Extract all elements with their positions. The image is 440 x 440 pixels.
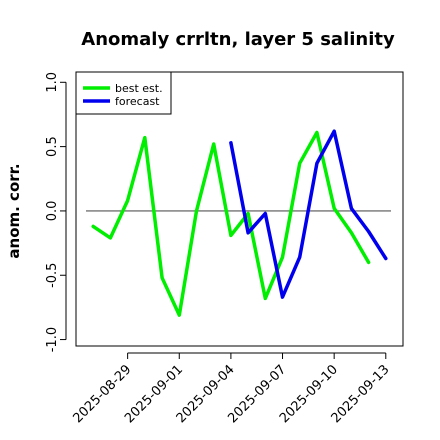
y-axis: -1.0 -0.5 0.0 0.5 1.0 xyxy=(45,72,67,352)
legend-box xyxy=(75,71,172,115)
series-line-best-est xyxy=(91,130,371,317)
legend-label-forecast: forecast xyxy=(115,95,160,108)
y-tick-label: 0.5 xyxy=(45,136,60,157)
y-axis-label: anom. corr. xyxy=(5,163,23,258)
legend: best est. forecast xyxy=(75,71,172,115)
x-axis: 2025-08-292025-09-012025-09-042025-09-07… xyxy=(70,352,393,426)
legend-label-best-est: best est. xyxy=(115,82,163,95)
chart-title: Anomaly crrltn, layer 5 salinity xyxy=(81,29,395,50)
y-tick-label: 1.0 xyxy=(45,72,60,93)
series-line-forecast xyxy=(229,129,388,299)
plot-frame xyxy=(75,71,404,347)
y-tick-label: -1.0 xyxy=(45,327,60,352)
y-tick-label: -0.5 xyxy=(45,263,60,288)
series-layer xyxy=(91,129,388,317)
y-tick-label: 0.0 xyxy=(45,201,60,222)
